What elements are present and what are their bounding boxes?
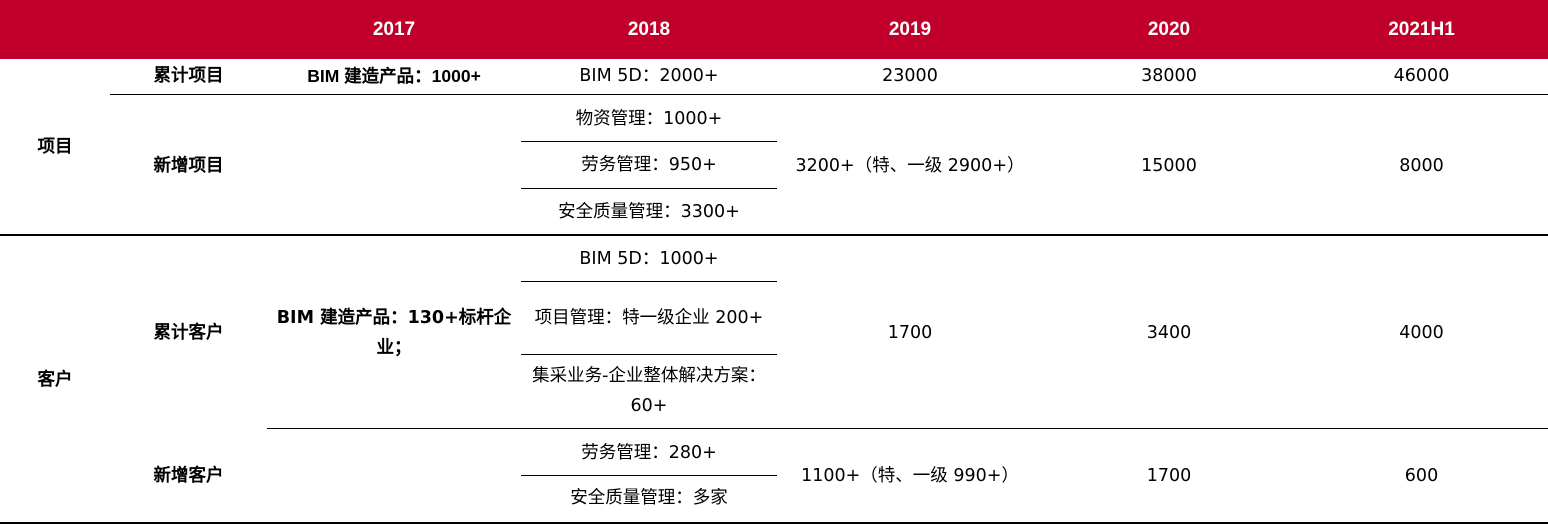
cell-new-customers-2020: 1700 (1146, 465, 1192, 486)
header-year-2021h1: 2021H1 (1388, 19, 1455, 40)
cell-new-projects-2019: 3200+（特、一级 2900+） (795, 156, 1025, 176)
cell-divider (521, 475, 777, 476)
cell-new-projects-2018-item: 安全质量管理：3300+ (558, 201, 740, 222)
cell-cumulative-customers-2019: 1700 (887, 322, 933, 343)
cell-cumulative-customers-2018-item: BIM 5D：1000+ (579, 249, 719, 269)
row-label-new-customers: 新增客户 (153, 465, 224, 486)
cell-new-customers-2021h1: 600 (1404, 465, 1439, 486)
cell-new-projects-2021h1: 8000 (1399, 156, 1444, 176)
row-divider (110, 94, 1548, 95)
cell-cumulative-customers-2018-item: 集采业务-企业整体解决方案：60+ (532, 366, 766, 416)
cell-cumulative-customers-2020: 3400 (1146, 322, 1192, 343)
table-header: 2017 2018 2019 2020 2021H1 (0, 0, 1548, 59)
cell-new-projects-2018-item: 物资管理：1000+ (575, 109, 723, 129)
cell-cumulative-customers-2017: BIM 建造产品：130+标杆企业； (276, 307, 512, 358)
cell-cumulative-customers-2018-item: 项目管理：特一级企业 200+ (534, 307, 764, 328)
cell-new-customers-2018-item: 安全质量管理：多家 (570, 488, 728, 508)
group-label-customer: 客户 (37, 370, 73, 390)
row-label-new-projects: 新增项目 (153, 156, 224, 176)
table-bottom-border (0, 522, 1548, 524)
group-divider (0, 234, 1548, 236)
cell-new-customers-2019: 1100+（特、一级 990+） (801, 465, 1019, 486)
cell-cumulative-projects-2021h1: 46000 (1393, 66, 1450, 86)
cell-new-projects-2020: 15000 (1141, 156, 1197, 176)
row-divider (267, 428, 1548, 429)
cell-divider (521, 141, 777, 142)
group-label-project: 项目 (37, 137, 73, 157)
cell-divider (521, 281, 777, 282)
header-year-2017: 2017 (372, 19, 416, 40)
cell-divider (521, 354, 777, 355)
cell-cumulative-projects-2018: BIM 5D：2000+ (579, 66, 719, 86)
header-year-2020: 2020 (1147, 19, 1191, 40)
cell-divider (521, 188, 777, 189)
row-label-cumulative-customers: 累计客户 (153, 322, 224, 343)
cell-cumulative-projects-2020: 38000 (1141, 66, 1197, 86)
row-label-cumulative-projects: 累计项目 (153, 66, 224, 86)
header-year-2019: 2019 (888, 19, 932, 40)
cell-cumulative-projects-2019: 23000 (882, 66, 938, 86)
header-year-2018: 2018 (627, 19, 671, 40)
cell-cumulative-customers-2021h1: 4000 (1399, 322, 1444, 343)
cell-cumulative-projects-2017: BIM 建造产品：1000+ (307, 66, 481, 86)
cell-new-projects-2018-item: 劳务管理：950+ (581, 154, 717, 175)
cell-new-customers-2018-item: 劳务管理：280+ (581, 442, 717, 463)
